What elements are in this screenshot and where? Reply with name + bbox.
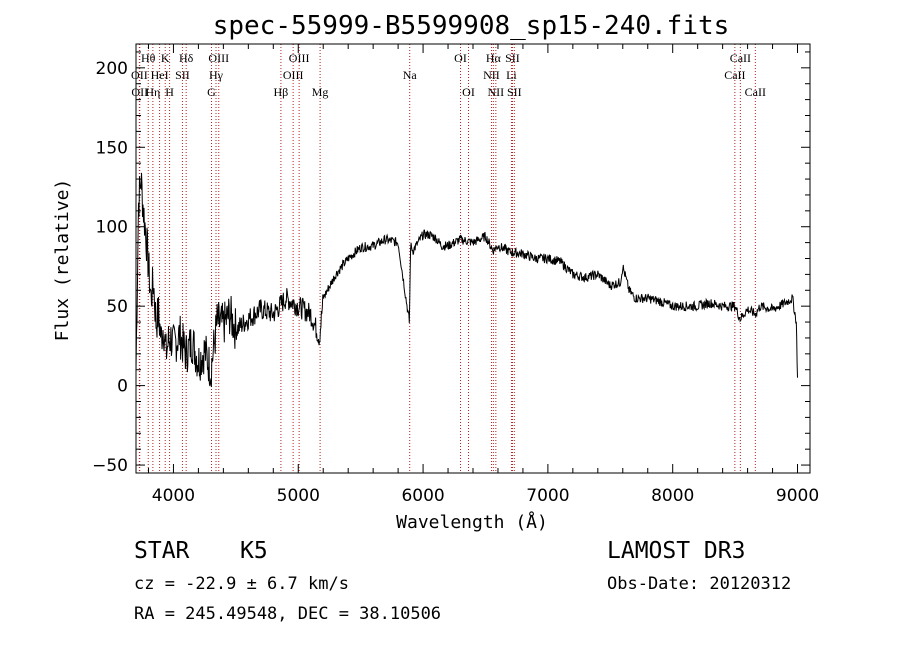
line-marker-label: NII xyxy=(483,68,500,82)
line-marker-label: Li xyxy=(506,68,517,82)
line-marker-label: Hη xyxy=(145,85,160,99)
x-tick-label: 8000 xyxy=(651,486,694,506)
line-marker-label: Mg xyxy=(312,85,329,99)
line-marker-label: Hδ xyxy=(179,51,194,65)
line-marker-label: Na xyxy=(403,68,418,82)
line-marker-label: CaII xyxy=(724,68,745,82)
plot-frame xyxy=(135,43,811,474)
line-marker-label: SII xyxy=(505,51,520,65)
line-marker-label: Hα xyxy=(486,51,502,65)
line-marker-label: Hγ xyxy=(209,68,224,82)
y-tick-label: 100 xyxy=(96,218,128,238)
line-marker-label: OIII xyxy=(289,51,310,65)
redshift-value: cz = -22.9 ± 6.7 km/s xyxy=(134,574,349,594)
line-marker-label: Hθ xyxy=(141,51,156,65)
x-axis-label: Wavelength (Å) xyxy=(396,511,548,533)
survey-name: LAMOST DR3 xyxy=(607,538,746,564)
x-tick-label: 6000 xyxy=(401,486,444,506)
line-marker-label: K xyxy=(161,51,170,65)
y-tick-label: 50 xyxy=(106,297,128,317)
chart-title: spec-55999-B5599908_sp15-240.fits xyxy=(213,11,730,41)
line-marker-label: SII xyxy=(175,68,190,82)
y-axis-ticks: −50 0 50 100 150 200 xyxy=(92,51,810,476)
spectral-line-labels: HθOIIOIIHηHeIKHSIIHδGHγOIIIHβOIIIOIIIMgN… xyxy=(131,51,766,99)
line-marker-label: OII xyxy=(131,68,148,82)
observation-date: Obs-Date: 20120312 xyxy=(607,574,792,594)
x-tick-label: 4000 xyxy=(152,486,195,506)
line-marker-label: CaII xyxy=(730,51,751,65)
y-tick-label: −50 xyxy=(92,456,128,476)
object-subclass: K5 xyxy=(240,538,268,564)
x-tick-label: 5000 xyxy=(277,486,320,506)
coordinates: RA = 245.49548, DEC = 38.10506 xyxy=(134,604,442,624)
object-class: STAR xyxy=(134,538,190,564)
line-marker-label: Hβ xyxy=(274,85,289,99)
line-marker-label: NII xyxy=(488,85,505,99)
line-marker-label: SII xyxy=(507,85,522,99)
x-axis-ticks: 4000 5000 6000 7000 8000 9000 xyxy=(147,44,819,506)
line-marker-label: OI xyxy=(462,85,475,99)
y-tick-label: 200 xyxy=(96,59,128,79)
line-marker-label: OIII xyxy=(283,68,304,82)
spectral-line-markers xyxy=(138,44,756,473)
x-tick-label: 9000 xyxy=(776,486,819,506)
y-tick-label: 150 xyxy=(96,138,128,158)
line-marker-label: HeI xyxy=(151,68,169,82)
line-marker-label: OI xyxy=(454,51,467,65)
spectrum-line xyxy=(135,172,798,388)
y-tick-label: 0 xyxy=(117,377,128,397)
line-marker-label: H xyxy=(165,85,174,99)
y-axis-label: Flux (relative) xyxy=(52,179,73,342)
x-tick-label: 7000 xyxy=(526,486,569,506)
line-marker-label: G xyxy=(207,85,216,99)
line-marker-label: CaII xyxy=(745,85,766,99)
line-marker-label: OIII xyxy=(208,51,229,65)
